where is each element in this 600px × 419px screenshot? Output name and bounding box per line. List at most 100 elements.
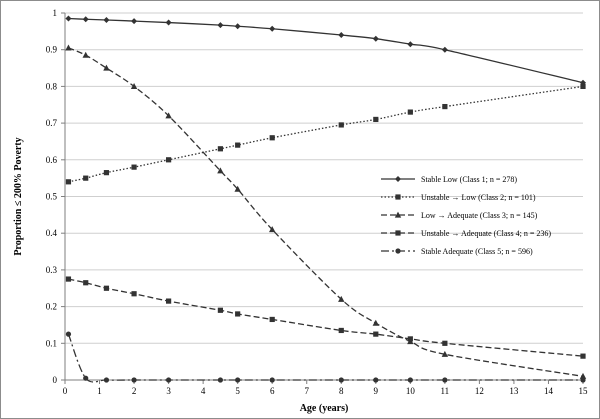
x-tick-label: 8 — [339, 386, 344, 396]
data-point — [82, 51, 89, 58]
data-point — [83, 280, 89, 286]
x-tick-label: 1 — [97, 386, 102, 396]
data-point — [103, 170, 110, 176]
data-point — [166, 157, 172, 163]
data-point — [373, 377, 379, 383]
data-point — [338, 295, 345, 302]
data-point — [165, 19, 172, 26]
series-line — [68, 278, 584, 357]
x-tick-label: 6 — [270, 386, 275, 396]
x-tick-label: 2 — [132, 386, 137, 396]
data-point — [131, 18, 138, 25]
y-tick-label: 0.7 — [46, 118, 58, 128]
legend-item: Stable Low (Class 1; n = 278) — [381, 175, 517, 184]
data-point — [338, 122, 344, 128]
data-point — [579, 372, 587, 379]
y-tick-label: 0 — [53, 375, 58, 385]
data-point — [372, 319, 379, 326]
data-point — [441, 350, 449, 357]
data-point — [217, 307, 223, 313]
legend-item: Stable Adequate (Class 5; n = 596) — [381, 247, 533, 256]
y-tick-label: 0.6 — [46, 155, 58, 165]
legend-marker — [395, 194, 401, 200]
data-point — [217, 377, 223, 383]
data-point — [441, 46, 448, 53]
legend-label: Unstable → Low (Class 2; n = 101) — [421, 193, 536, 202]
y-tick-label: 0.5 — [46, 192, 58, 202]
x-tick-label: 7 — [304, 386, 309, 396]
data-point — [269, 377, 275, 383]
data-point — [442, 340, 448, 346]
x-tick-label: 15 — [579, 386, 589, 396]
data-point — [166, 377, 172, 383]
series-5 — [65, 331, 586, 383]
legend-marker — [394, 211, 402, 218]
data-point — [131, 164, 137, 170]
data-point — [65, 276, 72, 282]
x-tick-labels: 0 1 2 3 4 5 6 7 8 9 10 11 12 13 14 15 — [63, 386, 588, 396]
data-point — [235, 311, 241, 317]
data-point — [234, 185, 241, 192]
x-tick-label: 13 — [509, 386, 519, 396]
x-tick-label: 4 — [201, 386, 206, 396]
data-point — [580, 83, 586, 89]
y-tick-label: 0.4 — [46, 228, 58, 238]
data-point — [442, 377, 448, 383]
data-point — [580, 377, 586, 383]
legend-label: Unstable → Adequate (Class 4; n = 236) — [421, 229, 551, 238]
series-2 — [65, 83, 586, 185]
data-point — [269, 226, 276, 233]
data-point — [103, 377, 110, 383]
series-line — [68, 85, 584, 183]
data-point — [130, 83, 138, 89]
data-point — [165, 112, 172, 119]
gridlines — [65, 12, 583, 344]
data-point — [373, 331, 379, 337]
legend-label: Stable Low (Class 1; n = 278) — [421, 175, 517, 184]
data-point — [407, 377, 413, 383]
y-tick-labels: 0 0.1 0.2 0.3 0.4 0.5 0.6 0.7 0.8 0.9 1 — [46, 8, 58, 385]
data-point — [103, 64, 110, 71]
data-point — [65, 44, 72, 51]
data-point — [269, 316, 275, 323]
data-point — [442, 103, 448, 110]
data-point — [65, 179, 72, 185]
data-point — [83, 375, 89, 381]
legend-label: Low → Adequate (Class 3; n = 145) — [421, 211, 538, 220]
series-line — [68, 47, 584, 377]
data-point — [234, 23, 241, 30]
data-point — [338, 32, 345, 39]
x-tick-label: 5 — [235, 386, 240, 396]
y-tick-label: 0.1 — [46, 338, 57, 348]
x-tick-label: 9 — [374, 386, 379, 396]
x-tick-label: 0 — [63, 386, 68, 396]
data-point — [407, 109, 413, 115]
y-tick-label: 0.3 — [46, 265, 58, 275]
data-point — [235, 377, 241, 383]
data-point — [83, 175, 89, 181]
data-point — [407, 336, 413, 342]
data-point — [131, 291, 137, 297]
data-point — [235, 142, 241, 148]
y-axis-label: Proportion ≤ 200% Poverty — [13, 137, 24, 255]
data-point — [65, 331, 72, 337]
x-tick-label: 12 — [475, 386, 484, 396]
legend-item: Low → Adequate (Class 3; n = 145) — [381, 211, 538, 220]
data-point — [580, 353, 586, 359]
data-point — [338, 377, 344, 383]
x-tick-label: 10 — [406, 386, 416, 396]
legend-item: Unstable → Adequate (Class 4; n = 236) — [381, 229, 551, 238]
y-tick-label: 1 — [53, 8, 58, 18]
data-point — [166, 298, 172, 304]
data-point — [338, 327, 344, 334]
data-point — [65, 15, 72, 22]
legend-marker — [395, 248, 401, 254]
legend-marker — [395, 230, 401, 236]
series — [65, 15, 587, 383]
data-point — [269, 135, 275, 141]
x-tick-label: 11 — [441, 386, 450, 396]
data-point — [373, 116, 379, 123]
legend-marker — [395, 176, 401, 182]
